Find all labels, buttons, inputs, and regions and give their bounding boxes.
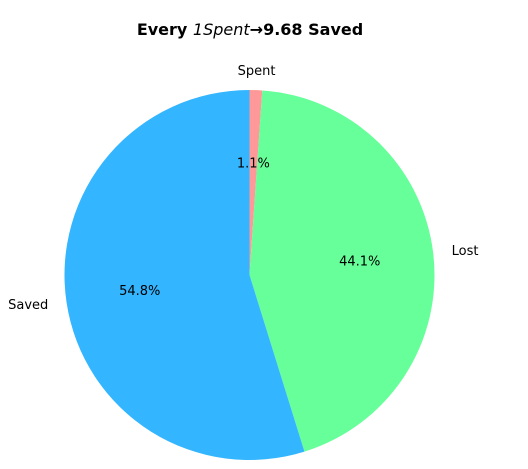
chart-title-arrow: → bbox=[249, 20, 264, 39]
pie-pct-label-spent: 1.1% bbox=[237, 157, 270, 172]
pie-slice-spent bbox=[249, 90, 263, 275]
chart-title-suffix: 9.68 Saved bbox=[263, 20, 364, 39]
labels-layer: 1.1% Spent 44.1% Lost 54.8% Saved bbox=[8, 64, 478, 313]
pie-pct-label-saved: 54.8% bbox=[119, 284, 160, 299]
pie-slice-saved bbox=[64, 90, 305, 460]
slices-layer bbox=[64, 90, 435, 460]
pie-category-label-lost: Lost bbox=[452, 244, 479, 259]
pie-pct-label-lost: 44.1% bbox=[339, 255, 380, 270]
chart-title-math: 1Spent bbox=[192, 20, 250, 39]
pie-category-label-spent: Spent bbox=[238, 64, 276, 79]
pie-slice-lost bbox=[249, 90, 435, 452]
chart-title: Every 1Spent→9.68 Saved bbox=[0, 20, 500, 39]
chart-title-prefix: Every bbox=[136, 20, 193, 39]
pie-category-label-saved: Saved bbox=[8, 298, 48, 313]
